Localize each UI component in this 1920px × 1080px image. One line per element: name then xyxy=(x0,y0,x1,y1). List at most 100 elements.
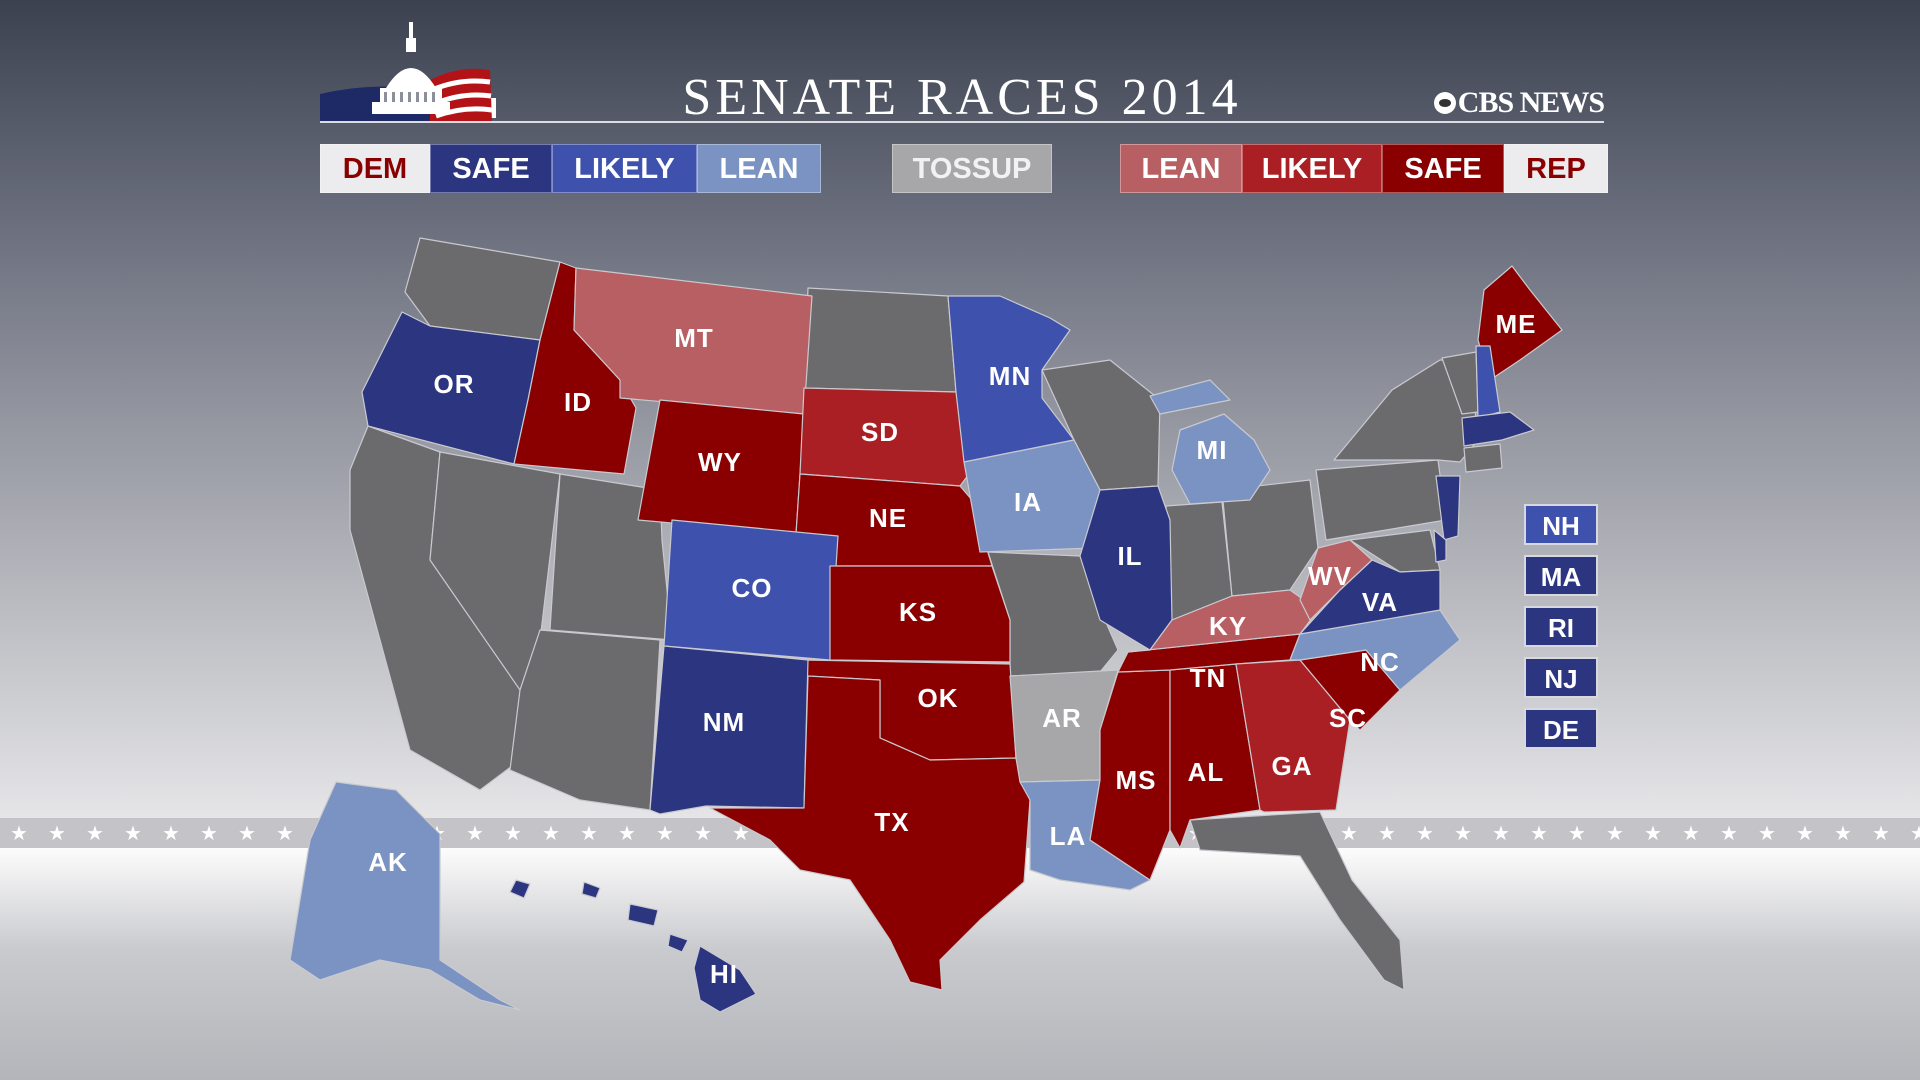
star-icon: ★ xyxy=(162,822,180,845)
state-label-IL: IL xyxy=(1117,541,1142,571)
star-icon: ★ xyxy=(1378,822,1396,845)
state-label-TX: TX xyxy=(874,807,909,837)
state-label-OR: OR xyxy=(434,369,475,399)
star-icon: ★ xyxy=(1910,822,1920,845)
star-icon: ★ xyxy=(504,822,522,845)
state-label-TN: TN xyxy=(1190,663,1227,693)
star-icon: ★ xyxy=(1416,822,1434,845)
header-rule xyxy=(320,121,1604,123)
star-icon: ★ xyxy=(580,822,598,845)
star-icon: ★ xyxy=(200,822,218,845)
state-label-VA: VA xyxy=(1362,587,1398,617)
state-KS xyxy=(829,565,1011,663)
star-icon: ★ xyxy=(542,822,560,845)
star-icon: ★ xyxy=(1720,822,1738,845)
state-SD xyxy=(799,387,973,487)
state-NJ xyxy=(1435,475,1461,541)
legend-legend.rep.0.label: LEAN xyxy=(1120,144,1242,193)
state-WV xyxy=(1299,539,1373,621)
star-icon: ★ xyxy=(1872,822,1890,845)
ne-box-MA: MA xyxy=(1524,555,1598,596)
legend-tossup: TOSSUP xyxy=(892,144,1052,193)
star-icon: ★ xyxy=(694,822,712,845)
cbs-eye-icon xyxy=(1433,92,1456,114)
brand-text: CBS NEWS xyxy=(1457,86,1605,119)
state-AK xyxy=(289,781,521,1011)
star-icon: ★ xyxy=(1682,822,1700,845)
state-label-GA: GA xyxy=(1272,751,1313,781)
star-icon: ★ xyxy=(732,822,750,845)
ne-box-NJ: NJ xyxy=(1524,657,1598,698)
legend-dem: DEM SAFE LIKELY LEAN xyxy=(320,144,821,193)
state-label-MS: MS xyxy=(1116,765,1157,795)
state-MT xyxy=(573,267,813,415)
state-label-WY: WY xyxy=(698,447,742,477)
state-PA xyxy=(1315,459,1447,541)
ne-box-RI: RI xyxy=(1524,606,1598,647)
state-label-MN: MN xyxy=(989,361,1031,391)
legend-legend.dem.3.label: LEAN xyxy=(697,144,821,193)
star-icon: ★ xyxy=(10,822,28,845)
state-DE xyxy=(1433,529,1447,563)
state-CT xyxy=(1463,443,1503,473)
state-label-ME: ME xyxy=(1496,309,1537,339)
state-MA xyxy=(1461,411,1535,447)
state-OH xyxy=(1221,479,1319,597)
state-label-SD: SD xyxy=(861,417,899,447)
star-icon: ★ xyxy=(618,822,636,845)
state-NH xyxy=(1475,345,1501,419)
star-icon: ★ xyxy=(466,822,484,845)
ne-box-NH: NH xyxy=(1524,504,1598,545)
cbs-news-logo: CBS NEWS xyxy=(1433,86,1605,120)
state-FL xyxy=(1189,811,1405,991)
state-label-MI: MI xyxy=(1197,435,1228,465)
legend-legend.rep.2.label: SAFE xyxy=(1382,144,1504,193)
state-label-AK: AK xyxy=(368,847,408,877)
state-label-MT: MT xyxy=(674,323,714,353)
state-MI xyxy=(1149,379,1271,505)
state-TX xyxy=(709,675,1031,991)
state-label-KY: KY xyxy=(1209,611,1247,641)
legend-legend.dem.2.label: LIKELY xyxy=(552,144,697,193)
state-MN xyxy=(947,295,1075,463)
state-label-LA: LA xyxy=(1050,821,1087,851)
state-label-NE: NE xyxy=(869,503,907,533)
page-title: SENATE RACES 2014 xyxy=(682,69,1242,126)
state-label-HI: HI xyxy=(710,959,738,989)
state-label-SC: SC xyxy=(1329,703,1367,733)
legend-legend.dem.0.label: DEM xyxy=(320,144,430,193)
star-icon: ★ xyxy=(238,822,256,845)
legend-rep: LEAN LIKELY SAFE REP xyxy=(1120,144,1608,193)
legend-legend.rep.3.label: REP xyxy=(1504,144,1608,193)
star-icon: ★ xyxy=(1568,822,1586,845)
star-icon: ★ xyxy=(1834,822,1852,845)
state-AZ xyxy=(509,629,661,811)
state-NM xyxy=(649,645,809,815)
star-icon: ★ xyxy=(1606,822,1624,845)
state-label-KS: KS xyxy=(899,597,937,627)
star-icon: ★ xyxy=(1492,822,1510,845)
capitol-flag-logo xyxy=(320,22,496,122)
state-HI xyxy=(509,879,757,1013)
star-icon: ★ xyxy=(656,822,674,845)
state-label-IA: IA xyxy=(1014,487,1042,517)
state-label-NM: NM xyxy=(703,707,745,737)
star-icon: ★ xyxy=(276,822,294,845)
star-icon: ★ xyxy=(48,822,66,845)
star-icon: ★ xyxy=(1530,822,1548,845)
star-icon: ★ xyxy=(124,822,142,845)
star-icon: ★ xyxy=(1758,822,1776,845)
state-label-OK: OK xyxy=(918,683,959,713)
state-ND xyxy=(803,287,957,393)
header: SENATE RACES 2014 CBS NEWS xyxy=(320,10,1605,126)
star-icon: ★ xyxy=(1340,822,1358,845)
state-label-AL: AL xyxy=(1188,757,1225,787)
legend-legend.dem.1.label: SAFE xyxy=(430,144,552,193)
star-icon: ★ xyxy=(1644,822,1662,845)
star-icon: ★ xyxy=(1796,822,1814,845)
state-label-AR: AR xyxy=(1042,703,1082,733)
state-label-ID: ID xyxy=(564,387,592,417)
state-label-NC: NC xyxy=(1360,647,1400,677)
state-label-CO: CO xyxy=(732,573,773,603)
